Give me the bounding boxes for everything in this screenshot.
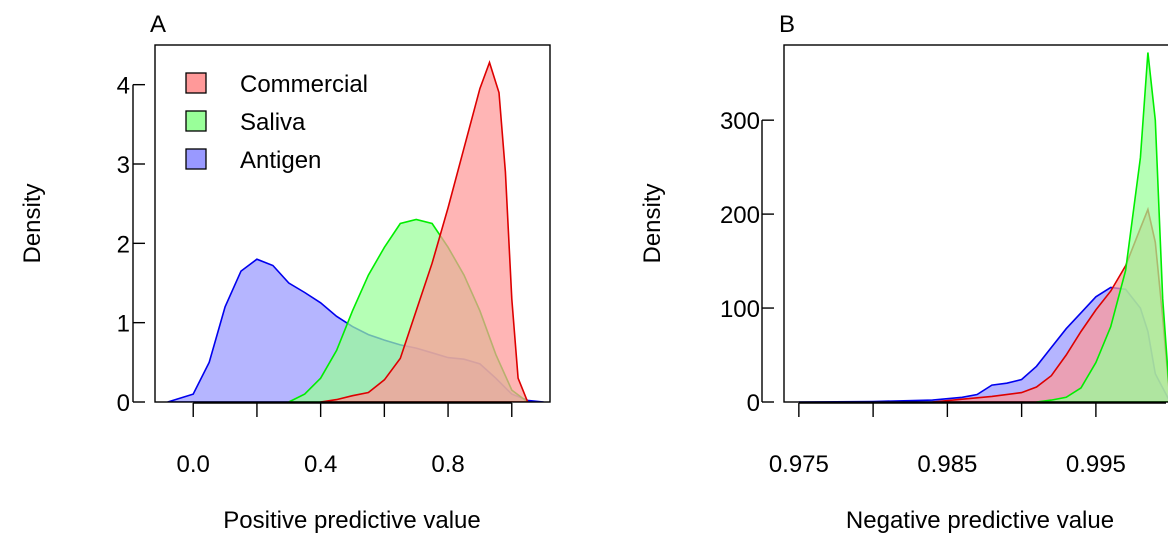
- legend-swatch-commercial: [185, 72, 207, 94]
- panel1-ytick-label: 3: [117, 152, 130, 179]
- panel1-xtick-label: 0.4: [304, 451, 337, 478]
- panel1-xtick-label: 0.0: [177, 451, 210, 478]
- panel2-xtick-label: 0.975: [769, 451, 829, 478]
- panel2-xtick-label: 0.985: [917, 451, 977, 478]
- panel1-legend: Commercial Saliva Antigen: [185, 71, 368, 174]
- panel2-frame: [783, 44, 1168, 403]
- panel2-areas: [798, 52, 1168, 402]
- panel1-ytick-label: 4: [117, 73, 130, 100]
- panel1-x-axis: 0.0 0.4 0.8: [177, 402, 513, 478]
- panel2-ytick-label: 100: [720, 296, 760, 323]
- panel2-ytick-label: 200: [720, 202, 760, 229]
- panel1-ytick-label: 1: [117, 311, 130, 338]
- panel1-xlabel: Positive predictive value: [223, 507, 480, 534]
- panel1: A 0 1 2 3 4 Density 0.0 0.4 0.8 Positive predictiv…: [19, 11, 551, 534]
- legend-swatch-saliva: [185, 110, 207, 132]
- legend-label-antigen: Antigen: [240, 147, 321, 174]
- legend-label-commercial: Commercial: [240, 71, 368, 98]
- panel1-ytick-label: 0: [117, 390, 130, 417]
- legend-label-saliva: Saliva: [240, 109, 306, 136]
- panel1-ytick-label: 2: [117, 231, 130, 258]
- panel1-y-axis: 0 1 2 3 4: [117, 73, 145, 417]
- legend-swatch-antigen: [185, 148, 207, 170]
- panel1-label: A: [150, 11, 166, 38]
- panel1-xtick-label: 0.8: [431, 451, 464, 478]
- panel1-ylabel: Density: [19, 183, 46, 263]
- panel2: B 0 100 200 300 Density 0.975 0.985 0.995 Negativ…: [639, 11, 1168, 534]
- panel2-xlabel: Negative predictive value: [846, 507, 1114, 534]
- panel2-ylabel: Density: [639, 183, 666, 263]
- panel2-xtick-label: 0.995: [1066, 451, 1126, 478]
- panel2-ytick-label: 0: [747, 390, 760, 417]
- panel1-density-commercial: [320, 60, 529, 402]
- panel2-ytick-label: 300: [720, 108, 760, 135]
- panel1-frame: [154, 44, 551, 403]
- panel1-areas: [167, 60, 544, 402]
- panel2-label: B: [779, 11, 795, 38]
- panel2-x-axis: 0.975 0.985 0.995: [769, 402, 1166, 478]
- panel2-y-axis: 0 100 200 300: [720, 108, 774, 417]
